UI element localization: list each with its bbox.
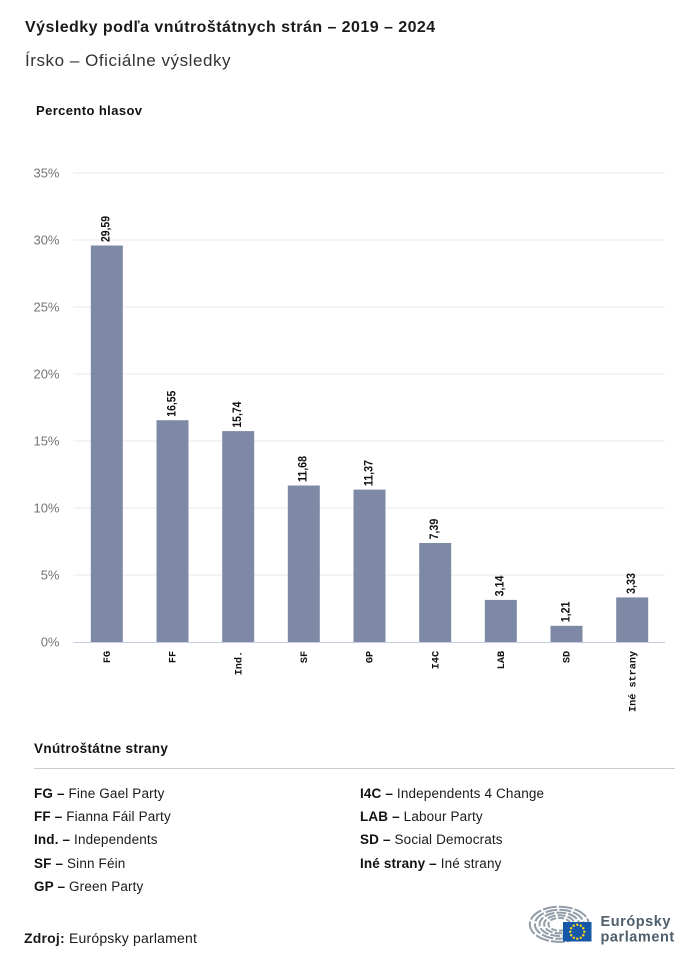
svg-text:Európsky: Európsky bbox=[601, 914, 671, 930]
svg-text:20%: 20% bbox=[33, 367, 59, 382]
svg-text:0%: 0% bbox=[41, 635, 60, 650]
svg-text:Iné strany: Iné strany bbox=[627, 651, 639, 712]
svg-text:15,74: 15,74 bbox=[232, 401, 244, 428]
svg-text:15%: 15% bbox=[33, 434, 59, 449]
svg-text:29,59: 29,59 bbox=[101, 216, 113, 242]
svg-text:FG: FG bbox=[103, 651, 114, 663]
svg-text:11,68: 11,68 bbox=[298, 455, 310, 482]
svg-text:11,37: 11,37 bbox=[363, 460, 375, 486]
svg-text:I4C: I4C bbox=[431, 651, 442, 669]
svg-text:LAB: LAB bbox=[497, 651, 508, 669]
svg-text:3,33: 3,33 bbox=[626, 573, 638, 594]
svg-text:SD: SD bbox=[563, 651, 574, 663]
svg-text:parlament: parlament bbox=[601, 930, 675, 946]
svg-text:SF: SF bbox=[300, 651, 311, 663]
svg-text:25%: 25% bbox=[33, 300, 59, 315]
svg-text:Ind.: Ind. bbox=[233, 651, 245, 675]
svg-text:7,39: 7,39 bbox=[429, 519, 441, 540]
svg-text:16,55: 16,55 bbox=[166, 390, 178, 417]
svg-text:5%: 5% bbox=[41, 568, 60, 583]
svg-text:1,21: 1,21 bbox=[560, 601, 572, 622]
svg-text:FF: FF bbox=[169, 651, 180, 663]
svg-text:30%: 30% bbox=[33, 233, 59, 248]
svg-text:GP: GP bbox=[366, 651, 377, 663]
svg-text:10%: 10% bbox=[33, 501, 59, 516]
svg-text:35%: 35% bbox=[33, 166, 59, 181]
svg-text:3,14: 3,14 bbox=[495, 575, 507, 596]
